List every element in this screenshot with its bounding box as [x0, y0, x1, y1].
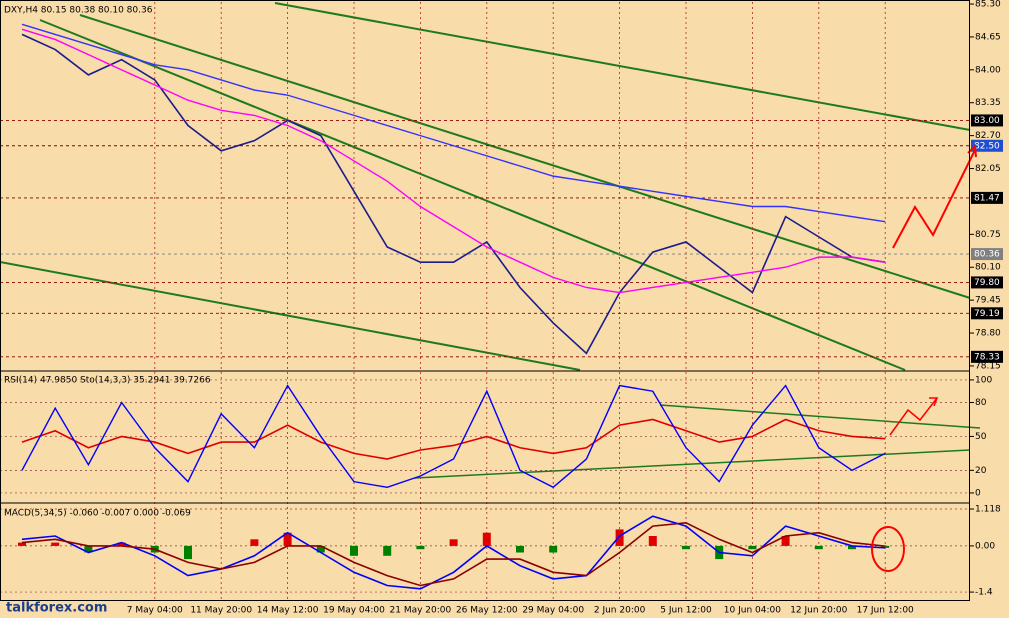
- histogram-bar: [383, 545, 392, 556]
- x-tick-label: 17 Jun 12:00: [857, 606, 914, 616]
- series-line: [21, 384, 886, 489]
- y-tick-label: 85.30: [975, 0, 1001, 10]
- forecast-arrow: [892, 149, 976, 249]
- x-tick-label: 14 May 12:00: [257, 606, 319, 616]
- x-tick-label: 21 May 20:00: [390, 606, 452, 616]
- histogram-bar: [781, 536, 790, 546]
- trend-line: [39, 19, 906, 371]
- histogram-bar: [84, 545, 93, 553]
- level-label-box: [971, 248, 1003, 261]
- y-tick-label: 82.70: [975, 131, 1001, 141]
- histogram-bar: [648, 536, 657, 546]
- trend-line: [414, 449, 971, 479]
- y-tick-label: 20: [975, 466, 987, 476]
- histogram-bar: [350, 545, 358, 556]
- x-tick-label: 7 May 04:00: [127, 606, 183, 616]
- x-tick-label: 12 Jun 20:00: [790, 606, 847, 616]
- arrow-head: [929, 397, 939, 407]
- y-tick-label: 84.65: [975, 32, 1001, 42]
- trend-line: [79, 14, 971, 299]
- y-tick-label: 82.05: [975, 164, 1001, 174]
- level-label: 83.00: [974, 116, 1000, 126]
- panel-title: RSI(14) 47.9850 Sto(14,3,3) 35.2941 39.7…: [4, 376, 211, 386]
- highlight-circle: [871, 526, 905, 572]
- histogram-bar: [184, 545, 192, 560]
- series-line: [21, 418, 886, 460]
- trend-line: [659, 404, 981, 429]
- x-tick-label: 11 May 20:00: [190, 606, 252, 616]
- level-label: 82.50: [974, 141, 1000, 151]
- histogram-bar: [449, 539, 458, 546]
- histogram-bar: [549, 545, 558, 553]
- annotations: [871, 143, 977, 572]
- forecast-arrow: [889, 397, 938, 436]
- level-label-box: [971, 307, 1003, 320]
- series-line: [21, 33, 886, 355]
- y-tick-label: 79.45: [975, 296, 1001, 306]
- histogram-bar: [881, 545, 890, 548]
- histogram-bar: [848, 545, 856, 550]
- histogram-bar: [814, 545, 823, 550]
- y-tick-label: 84.00: [975, 65, 1001, 75]
- y-tick-label: 0: [975, 488, 981, 498]
- series-line: [21, 521, 886, 587]
- x-tick-label: 29 May 04:00: [522, 606, 584, 616]
- histogram-bar: [18, 542, 26, 546]
- trend-line: [274, 2, 971, 131]
- level-label-box: [971, 191, 1003, 204]
- trend-lines: [0, 2, 981, 479]
- histogram-bar: [416, 545, 425, 550]
- y-tick-label: 100: [975, 375, 992, 385]
- y-tick-label: 83.35: [975, 98, 1001, 108]
- level-label-box: [971, 114, 1003, 127]
- x-tick-label: 2 Jun 20:00: [594, 606, 646, 616]
- level-label: 80.36: [974, 250, 1000, 260]
- level-label-box: [971, 350, 1003, 363]
- y-tick-label: 78.15: [975, 361, 1001, 371]
- y-tick-label: 0.00: [975, 541, 995, 551]
- x-tick-label: 10 Jun 04:00: [724, 606, 781, 616]
- histogram-bar: [117, 542, 126, 546]
- series-line: [21, 28, 886, 294]
- y-tick-label: 1.118: [975, 505, 1001, 515]
- level-label: 79.19: [974, 309, 1000, 319]
- watermark: talkforex.com: [6, 601, 107, 616]
- y-tick-label: -1.4: [975, 588, 993, 598]
- histogram-bar: [250, 539, 259, 546]
- histogram-bar: [615, 529, 624, 546]
- y-tick-label: 80.75: [975, 230, 1001, 240]
- level-label: 81.47: [974, 193, 1000, 203]
- histogram-bar: [748, 545, 757, 550]
- level-label: 78.33: [974, 352, 1000, 362]
- plot-border: [0, 0, 970, 601]
- histogram-bar: [316, 545, 325, 553]
- level-label-box: [971, 276, 1003, 289]
- y-tick-label: 78.80: [975, 329, 1001, 339]
- panel-title: DXY,H4 80.15 80.38 80.10 80.36: [4, 6, 153, 16]
- y-tick-label: 80: [975, 398, 987, 408]
- trend-line: [0, 261, 581, 371]
- y-tick-label: 50: [975, 432, 987, 442]
- histogram-bar: [682, 545, 690, 550]
- x-tick-label: 26 May 12:00: [456, 606, 518, 616]
- histogram-bar: [51, 542, 60, 546]
- x-tick-label: 19 May 04:00: [323, 606, 385, 616]
- level-label: 79.80: [974, 278, 1000, 288]
- x-tick-label: 5 Jun 12:00: [660, 606, 712, 616]
- frame: [0, 0, 970, 601]
- histogram-bar: [516, 545, 524, 553]
- series-line: [21, 23, 886, 223]
- histogram-bar: [482, 532, 491, 546]
- arrow-head: [967, 143, 977, 158]
- y-tick-label: 80.10: [975, 263, 1001, 273]
- panel-title: MACD(5,34,5) -0.060 -0.007 0.000 -0.069: [4, 509, 191, 519]
- level-label-box: [971, 139, 1003, 152]
- histogram-bar: [283, 532, 292, 546]
- series-line: [21, 515, 886, 590]
